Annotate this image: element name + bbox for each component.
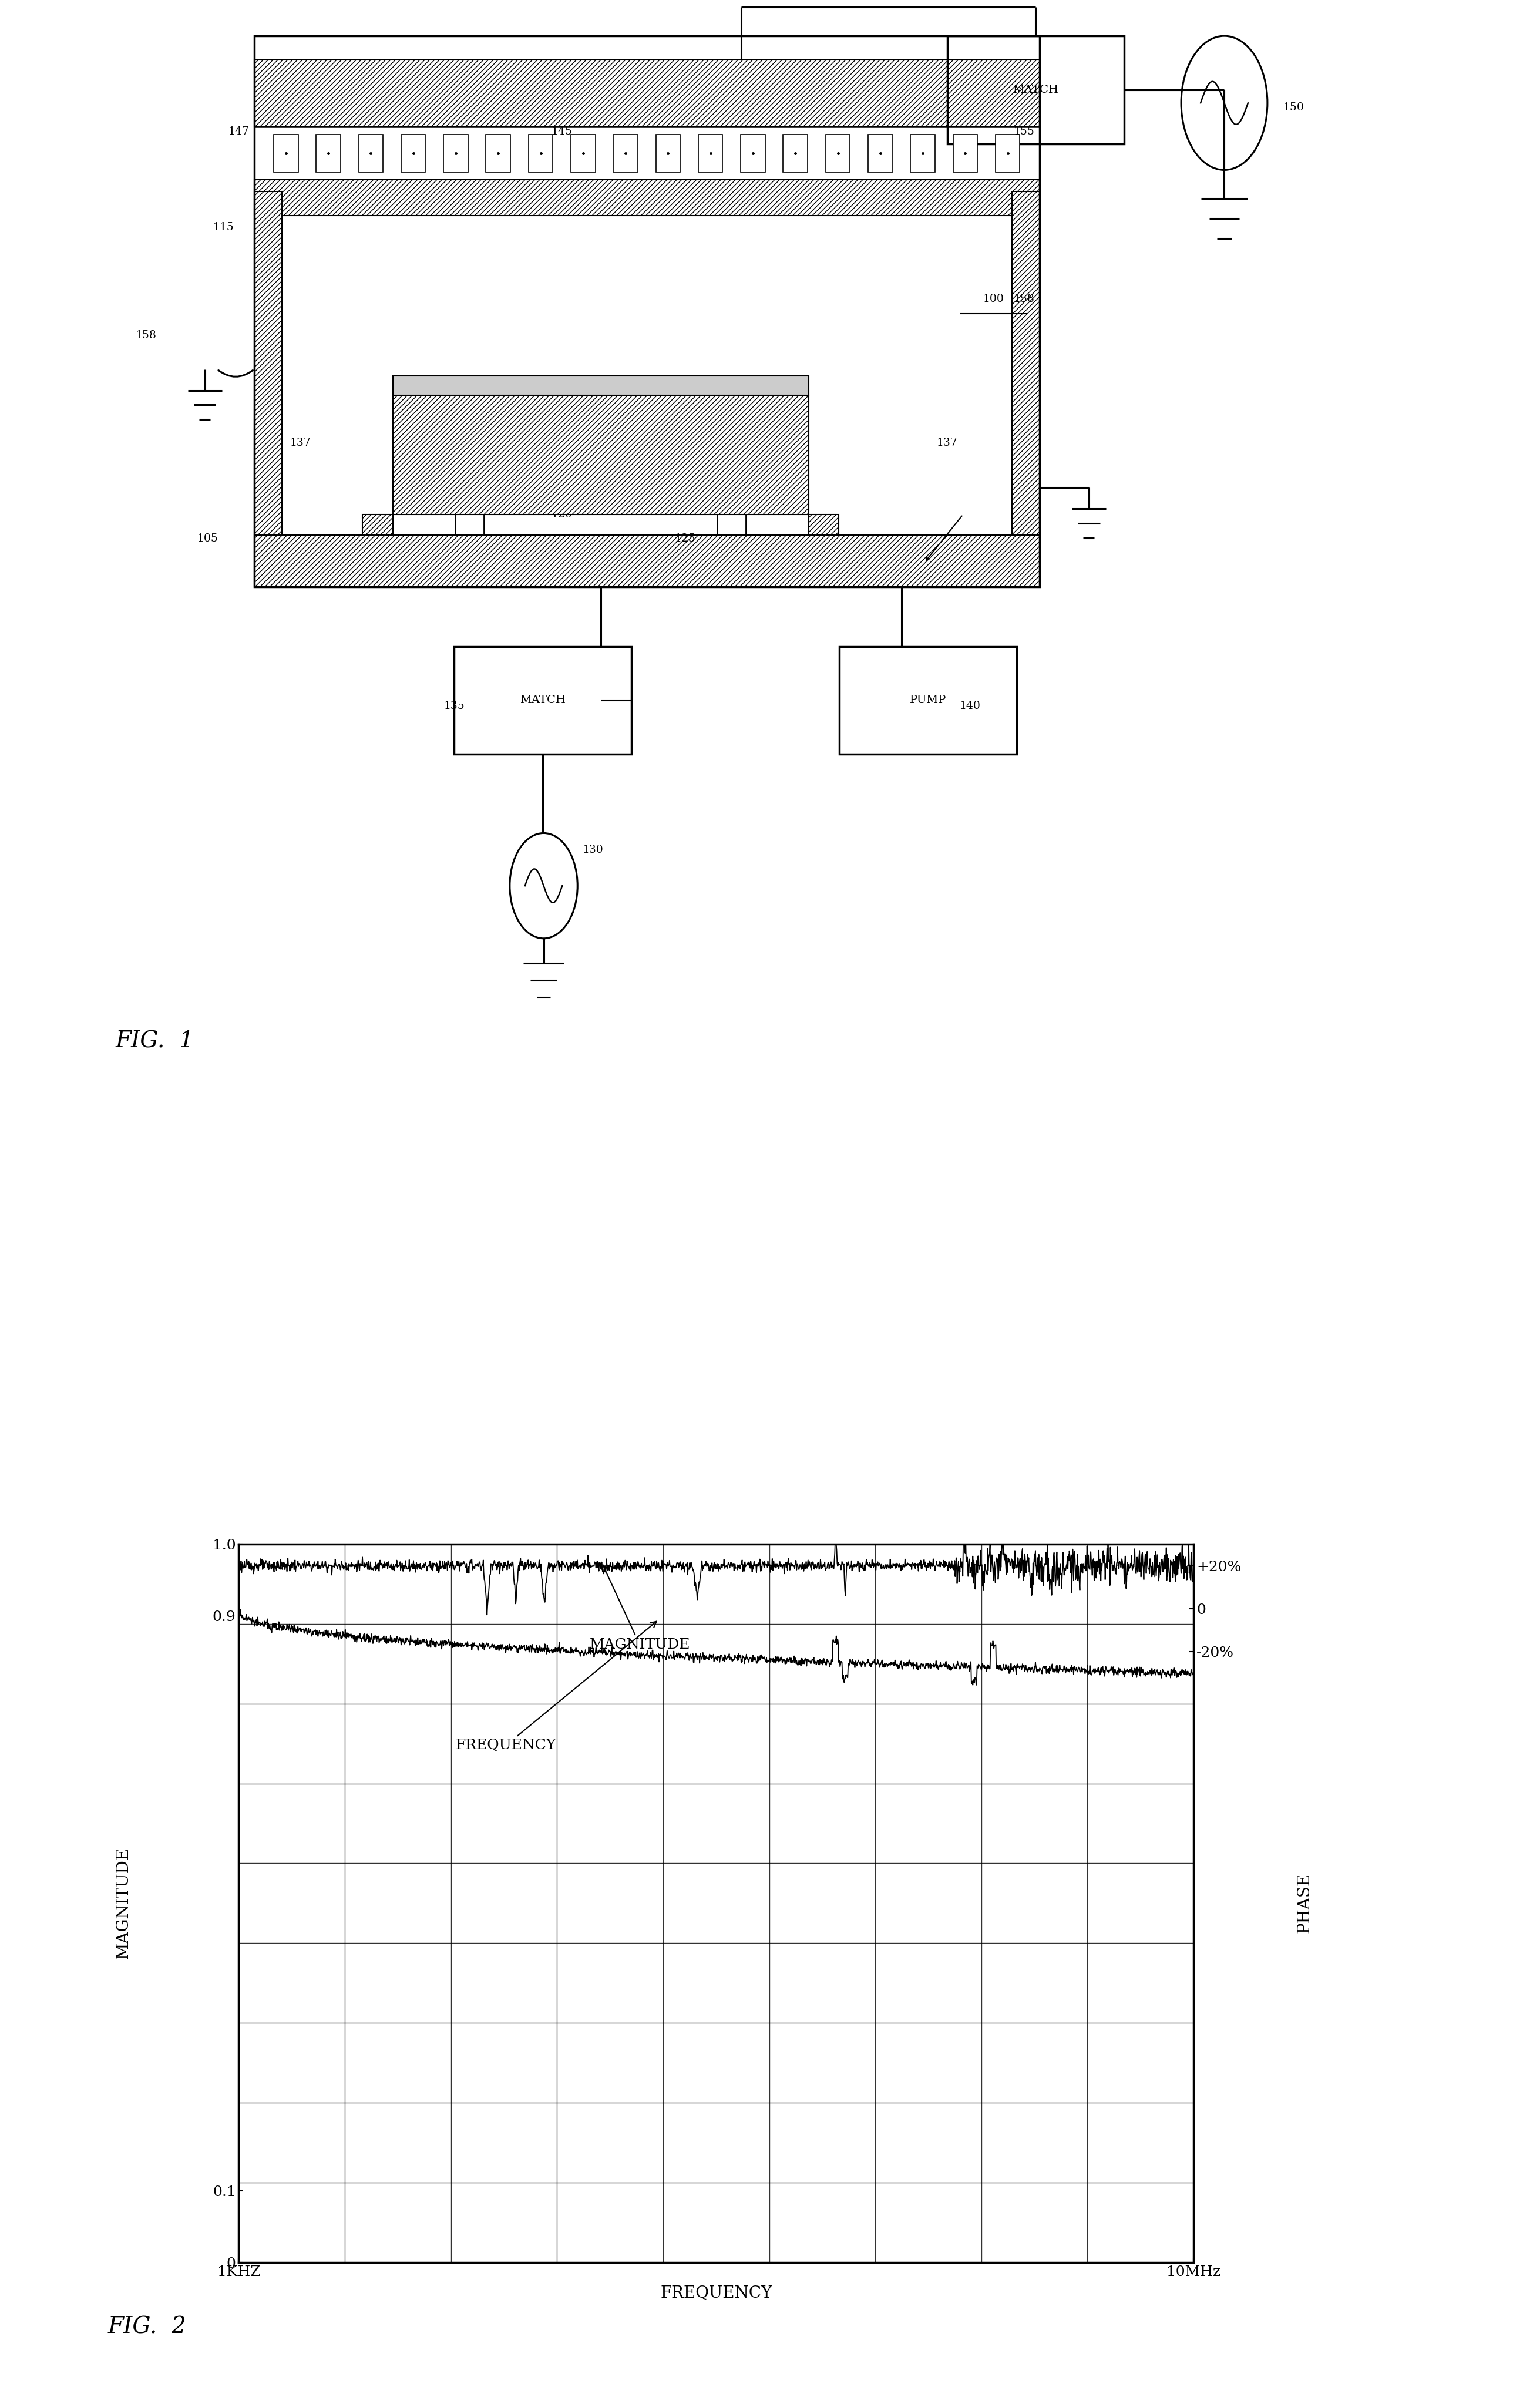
Bar [254,60,1040,127]
Text: PUMP: PUMP [910,694,946,706]
Text: 155: 155 [1013,127,1035,136]
Bar [359,134,383,172]
Bar [274,134,299,172]
Bar [910,134,935,172]
Text: 135: 135 [444,701,465,711]
Bar [254,192,282,587]
Text: 158: 158 [1013,294,1035,304]
Bar [869,134,893,172]
Bar [454,646,631,754]
Text: MATCH: MATCH [1013,84,1058,96]
Text: FIG.  1: FIG. 1 [116,1029,194,1053]
X-axis label: FREQUENCY: FREQUENCY [661,2286,772,2301]
Text: 147: 147 [228,127,249,136]
Bar [825,134,850,172]
Bar [839,646,1016,754]
Text: 150: 150 [1283,103,1304,113]
Text: 105: 105 [197,534,219,543]
Bar [254,36,1040,587]
Text: MAGNITUDE: MAGNITUDE [590,1566,690,1652]
Bar [487,134,510,172]
Text: MATCH: MATCH [521,694,565,706]
Text: 115: 115 [213,223,234,232]
Bar [953,134,978,172]
Bar [784,134,807,172]
Text: 130: 130 [582,845,604,855]
Bar [400,134,425,172]
Text: PHASE: PHASE [1297,1872,1312,1934]
Text: FREQUENCY: FREQUENCY [456,1621,656,1752]
Text: 137: 137 [936,438,958,448]
Bar [254,534,1040,587]
Bar [393,376,809,395]
Text: MAGNITUDE: MAGNITUDE [116,1848,131,1958]
Bar [808,515,839,534]
Bar [528,134,553,172]
Bar [613,134,638,172]
Bar [254,180,1040,215]
Bar [947,36,1124,144]
Bar [741,134,765,172]
Bar [698,134,722,172]
Bar [656,134,681,172]
Bar [254,127,1040,180]
Text: 158: 158 [136,330,157,340]
Text: 120: 120 [551,510,573,519]
Text: 137: 137 [290,438,311,448]
Bar [362,515,393,534]
Bar [316,134,340,172]
Bar [1012,192,1040,587]
Text: 140: 140 [959,701,981,711]
Bar [393,395,809,515]
Text: 125: 125 [675,534,696,543]
Text: 145: 145 [551,127,573,136]
Bar [444,134,468,172]
Text: 100: 100 [983,294,1004,304]
Text: FIG.  2: FIG. 2 [108,2315,186,2339]
Bar [995,134,1019,172]
Text: 110: 110 [605,390,627,400]
Bar [571,134,596,172]
